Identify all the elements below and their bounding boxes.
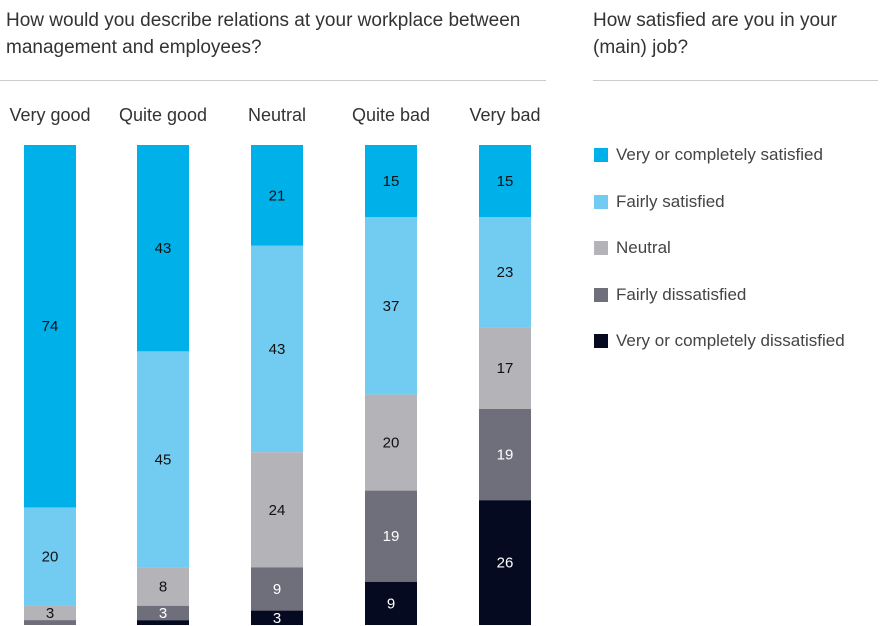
legend-item: Fairly dissatisfied [594,280,845,310]
bar-segment [365,581,417,625]
data-label: 3 [46,605,54,622]
data-label: 19 [383,528,400,545]
bar-segment [251,145,303,246]
data-label: 19 [497,447,514,464]
left-chart-title: How would you describe relations at your… [6,10,521,58]
legend-item: Very or completely satisfied [594,140,845,170]
data-label: 43 [269,341,286,358]
legend-label: Very or completely satisfied [616,145,823,164]
legend-title: How satisfied are you in your (main) job… [593,10,837,58]
legend-label: Neutral [616,238,671,257]
data-label: 26 [497,555,514,572]
legend-swatch [594,194,608,209]
bar-segment [137,351,189,568]
bar-segment [365,490,417,582]
bar-segment [24,605,76,621]
bar-segment [365,217,417,395]
legend-swatch [594,241,608,255]
bar-segment [479,217,531,328]
category-label: Very good [9,105,90,125]
legend-label: Fairly dissatisfied [616,284,747,304]
legend-label: Fairly satisfied [616,191,725,211]
legend-label: Very or completely dissatisfied [616,331,845,350]
data-label: 45 [155,451,172,468]
bar-segment [137,620,189,625]
data-label: 37 [383,298,400,315]
data-label: 15 [383,173,400,190]
data-label: 17 [497,360,514,377]
data-label: 9 [387,595,395,612]
legend-item: Fairly satisfied [594,187,845,217]
bar-segment [251,452,303,568]
data-label: 15 [497,173,514,190]
bar-segment [479,327,531,409]
data-label: 23 [497,264,514,281]
bar-segment [24,507,76,606]
data-label: 43 [155,240,172,257]
bar-segment [479,145,531,217]
category-label: Very bad [469,105,540,125]
data-label: 8 [159,579,167,596]
category-label: Quite bad [352,105,430,125]
bar-segment [251,567,303,611]
legend-swatch [594,148,608,162]
data-label: 21 [269,187,286,204]
data-label: 74 [42,318,59,335]
category-label: Quite good [119,105,207,125]
data-label: 3 [273,610,281,626]
category-label: Neutral [248,105,306,125]
legend-item: Very or completely dissatisfied [594,326,845,356]
data-label: 20 [383,435,400,452]
legend-swatch [594,287,608,302]
legend-swatch [594,334,608,348]
bar-segment [137,605,189,621]
bar-segment [479,500,531,625]
data-label: 9 [273,581,281,598]
bar-segment [251,245,303,453]
data-label: 3 [159,605,167,622]
stacked-bar-chart: Very good Quite good Neutral Quite bad Very … [9,105,540,626]
bar-segment [137,567,189,606]
legend-item: Neutral [594,233,845,263]
bar-segment [24,620,76,625]
bar-segment [479,409,531,501]
legend: Very or completely satisfied Fairly satis… [594,140,845,373]
bar-segment [251,610,303,625]
bar-segment [24,145,76,508]
bar-segment [137,145,189,352]
data-label: 20 [42,548,59,565]
right-title-divider [593,80,878,81]
bar-segment [365,145,417,217]
bar-segment [365,394,417,491]
left-title-divider [0,80,546,81]
data-label: 24 [269,502,286,519]
